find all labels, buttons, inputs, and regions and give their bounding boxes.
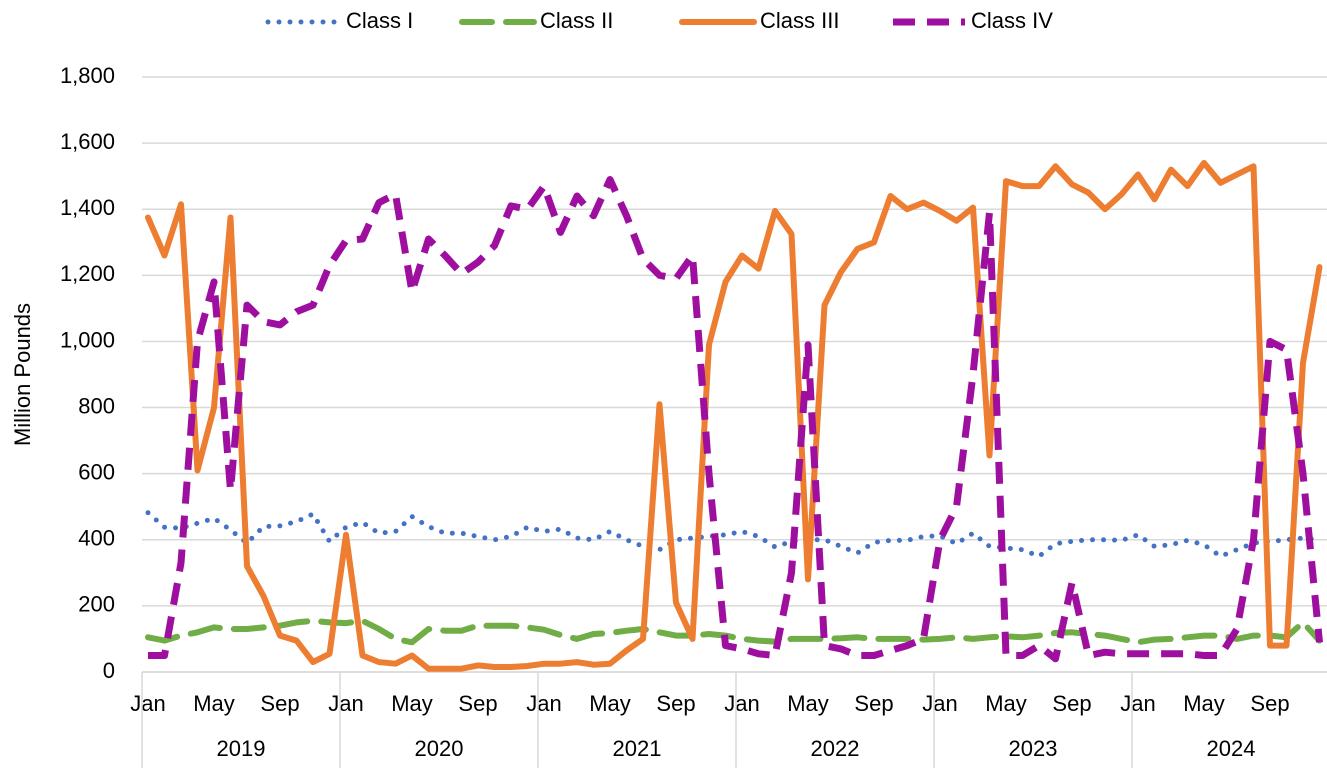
x-tick-label: Sep [260,691,299,716]
y-tick-label: 1,800 [60,63,115,88]
y-tick-label: 400 [78,526,115,551]
series-line [145,617,1323,646]
x-tick-label: May [391,691,433,716]
year-label: 2024 [1207,736,1256,761]
y-tick-label: 1,200 [60,261,115,286]
x-tick-label: Jan [724,691,759,716]
y-tick-label: 1,000 [60,327,115,352]
y-tick-label: 200 [78,592,115,617]
series-line [148,176,1323,663]
y-axis-title: Million Pounds [10,303,35,446]
x-tick-label: May [589,691,631,716]
year-label: 2022 [811,736,860,761]
x-tick-label: Jan [526,691,561,716]
year-label: 2021 [613,736,662,761]
x-tick-label: Sep [458,691,497,716]
x-tick-label: Jan [922,691,957,716]
legend-label: Class III [760,8,839,33]
y-tick-label: 800 [78,393,115,418]
year-label: 2019 [217,736,266,761]
x-tick-label: May [193,691,235,716]
x-tick-label: Jan [1120,691,1155,716]
series-line [145,159,1323,672]
x-tick-label: May [787,691,829,716]
series-line [145,510,1322,559]
x-tick-label: May [1183,691,1225,716]
year-label: 2023 [1009,736,1058,761]
year-label: 2020 [415,736,464,761]
x-tick-label: Jan [328,691,363,716]
y-tick-label: 1,600 [60,129,115,154]
x-tick-label: Sep [656,691,695,716]
x-tick-label: Sep [1250,691,1289,716]
y-tick-label: 1,400 [60,195,115,220]
x-tick-label: May [985,691,1027,716]
y-tick-label: 0 [103,658,115,683]
y-tick-label: 600 [78,459,115,484]
x-tick-label: Sep [1052,691,1091,716]
legend-label: Class II [540,8,613,33]
legend-label: Class IV [971,8,1053,33]
x-tick-label: Jan [130,691,165,716]
legend-label: Class I [346,8,413,33]
x-tick-label: Sep [854,691,893,716]
